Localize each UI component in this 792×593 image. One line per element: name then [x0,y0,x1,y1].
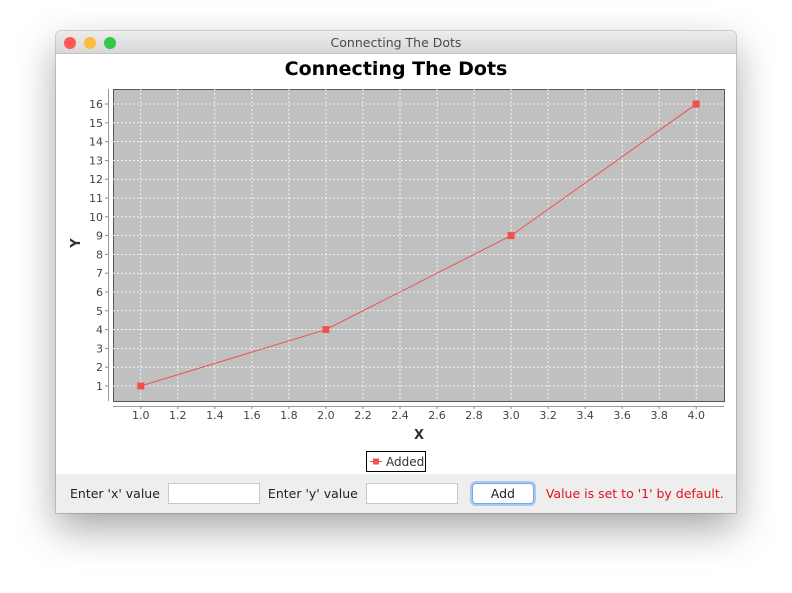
x-value-input[interactable] [167,483,260,504]
legend: Added [366,451,426,472]
data-point [507,232,515,240]
x-tick-label: 3.0 [502,409,520,422]
x-tick-label: 1.8 [280,409,298,422]
series-line [140,103,697,387]
x-tick-label: 1.4 [206,409,224,422]
y-tick-label: 9 [96,230,103,243]
x-tick-label: 3.6 [613,409,631,422]
y-tick-label: 16 [89,98,103,111]
y-tick-label: 11 [89,192,103,205]
x-tick-label: 3.4 [576,409,594,422]
y-tick-label: 4 [96,324,103,337]
y-tick-label: 15 [89,117,103,130]
data-point [137,382,145,390]
y-tick-label: 2 [96,361,103,374]
x-tick-label: 2.0 [317,409,335,422]
x-tick-label: 2.6 [428,409,446,422]
chart-title: Connecting The Dots [285,58,508,80]
legend-marker [373,458,379,465]
x-tick-label: 1.6 [243,409,261,422]
line-chart: Connecting The Dots 1.0 1.2 1.4 1.6 1.8 2.0 2.… [69,58,725,472]
x-tick-label: 1.0 [132,409,150,422]
y-tick-label: 12 [89,173,103,186]
x-tick-label: 2.4 [391,409,409,422]
data-point [322,326,330,334]
y-tick-label: 5 [96,305,103,318]
x-tick-label: 2.8 [465,409,483,422]
plot-area [113,89,725,402]
y-axis-label: Y [69,238,84,249]
close-window-icon[interactable] [64,37,76,49]
y-tick-label: 10 [89,211,103,224]
add-button[interactable]: Add [471,483,534,504]
window-title: Connecting The Dots [330,35,462,50]
x-tick-label: 2.2 [354,409,372,422]
x-value-label: Enter 'x' value [70,486,160,501]
y-tick-label: 14 [89,136,103,149]
status-message: Value is set to '1' by default. [545,486,724,501]
y-tick-label: 1 [96,380,103,393]
app-window: Connecting The Dots Connecting The Dots … [56,31,736,513]
y-tick-label: 8 [96,248,103,261]
title-bar: Connecting The Dots [56,31,736,54]
x-tick-label: 1.2 [169,409,187,422]
legend-label: Added [386,455,424,469]
minimize-window-icon[interactable] [84,37,96,49]
input-panel: Enter 'x' value Enter 'y' value Add Valu… [56,474,736,513]
y-tick-label: 3 [96,342,103,355]
x-tick-label: 3.2 [539,409,557,422]
y-value-input[interactable] [365,483,458,504]
x-tick-label: 3.8 [650,409,668,422]
y-tick-label: 7 [96,267,103,280]
data-point [692,100,700,108]
zoom-window-icon[interactable] [104,37,116,49]
x-tick-label: 4.0 [687,409,705,422]
y-value-label: Enter 'y' value [267,486,358,501]
y-tick-label: 13 [89,154,103,167]
x-axis-label: X [414,428,424,443]
y-tick-label: 6 [96,286,103,299]
